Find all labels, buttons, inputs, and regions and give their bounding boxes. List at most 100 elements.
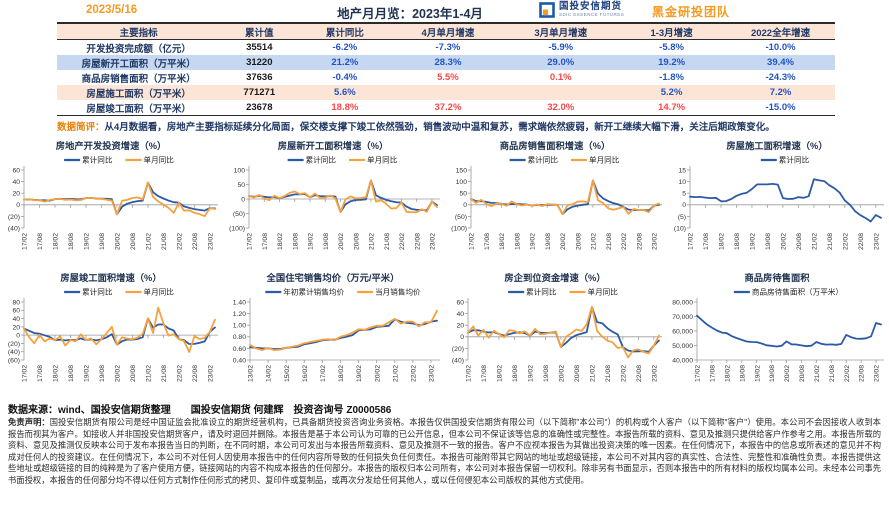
svg-text:15/02: 15/02: [284, 365, 291, 382]
svg-text:18/02: 18/02: [719, 233, 726, 250]
svg-text:0: 0: [241, 196, 245, 203]
table-cell: [504, 85, 617, 100]
chart-title: 房屋竣工面积增速（%）: [60, 273, 162, 283]
svg-text:60: 60: [12, 308, 20, 315]
svg-text:18/08: 18/08: [68, 365, 75, 382]
svg-text:40: 40: [12, 179, 20, 186]
report-date: 2023/5/16: [86, 4, 138, 16]
svg-text:年初累计销售均价: 年初累计销售均价: [283, 287, 344, 297]
table-cell: 5.5%: [437, 72, 459, 83]
svg-text:当月销售均价: 当月销售均价: [375, 287, 421, 297]
svg-text:17/08: 17/08: [481, 365, 488, 382]
chart-title: 商品房销售面积增速（%）: [499, 141, 611, 151]
logo-mark-icon: [539, 2, 555, 18]
svg-text:20/02: 20/02: [784, 365, 791, 382]
table-cell: [392, 85, 505, 100]
svg-text:40: 40: [12, 316, 20, 323]
logo-text: 国投安信期货 SDIC ESSENCE FUTURES: [559, 2, 624, 18]
svg-text:13/02: 13/02: [248, 365, 255, 382]
svg-text:23/02: 23/02: [873, 233, 880, 250]
svg-text:22/02: 22/02: [399, 233, 406, 250]
svg-text:20/02: 20/02: [781, 233, 788, 250]
column-header: 4月单月增速: [391, 22, 505, 40]
disclaimer-label: 免责声明：: [8, 417, 50, 427]
svg-text:0.40: 0.40: [233, 357, 246, 364]
svg-text:22/08: 22/08: [858, 233, 865, 250]
svg-text:22/02: 22/02: [842, 233, 849, 250]
svg-text:5: 5: [682, 191, 686, 198]
svg-text:17/08: 17/08: [262, 233, 269, 250]
svg-text:22/08: 22/08: [414, 233, 421, 250]
chart-5: 房屋竣工面积增速（%） 80 60 40 20 0 (20) (40) (60) 17/02 17/…: [0, 268, 222, 400]
table-cell: 7.2%: [769, 87, 792, 98]
column-header: 2022全年增速: [726, 22, 835, 40]
svg-text:18/02: 18/02: [53, 233, 60, 250]
svg-text:(20): (20): [8, 341, 20, 348]
svg-text:(10): (10): [674, 225, 686, 232]
svg-text:60,000: 60,000: [672, 328, 693, 335]
table-cell: 37.2%: [391, 100, 505, 116]
svg-text:18/02: 18/02: [53, 365, 60, 382]
svg-text:20/08: 20/08: [130, 365, 137, 382]
table-cell: 18.8%: [298, 100, 392, 116]
svg-text:18/08: 18/08: [734, 233, 741, 250]
table-cell: 39.4%: [767, 57, 794, 68]
svg-text:19/08: 19/08: [543, 365, 550, 382]
disclaimer: 免责声明：国投安信期货有限公司是经中国证监会批准设立的期货经营机构，已具备期货投…: [8, 417, 881, 487]
svg-text:单月同比: 单月同比: [589, 155, 620, 165]
table-cell: -5.8%: [659, 42, 684, 53]
svg-text:19/02: 19/02: [754, 365, 761, 382]
svg-text:21/02: 21/02: [392, 365, 399, 382]
svg-text:21/08: 21/08: [161, 365, 168, 382]
svg-text:0: 0: [16, 202, 20, 209]
svg-text:16/02: 16/02: [302, 365, 309, 382]
svg-text:22/02: 22/02: [621, 233, 628, 250]
svg-text:22/08: 22/08: [859, 365, 866, 382]
svg-text:累计同比: 累计同比: [82, 287, 113, 297]
column-header: 1-3月增速: [617, 22, 727, 40]
svg-text:1.00: 1.00: [233, 323, 246, 330]
svg-text:21/08: 21/08: [606, 233, 613, 250]
chart-3: 商品房销售面积增速（%） 150 100 50 0 (50) (100) 17/02 17/08…: [444, 136, 666, 268]
svg-text:19/02: 19/02: [84, 365, 91, 382]
svg-text:19/08: 19/08: [99, 365, 106, 382]
svg-text:17/02: 17/02: [695, 365, 702, 382]
svg-text:18/02: 18/02: [277, 233, 284, 250]
svg-text:18/02: 18/02: [497, 365, 504, 382]
chart-7: 房企到位资金增速（%） 60 40 20 0 (20) (40) 17/02 17/08 18/0…: [444, 268, 666, 400]
chart-title: 商品房待售面积: [744, 273, 810, 283]
table-cell: -10.0%: [765, 42, 796, 53]
table-cell: -6.2%: [332, 42, 358, 53]
svg-text:100: 100: [456, 179, 468, 186]
svg-text:17/02: 17/02: [688, 233, 695, 250]
svg-text:21/08: 21/08: [161, 233, 168, 250]
svg-text:(100): (100): [229, 225, 245, 232]
svg-text:20: 20: [456, 323, 464, 330]
svg-text:1.20: 1.20: [233, 311, 246, 318]
svg-text:0.60: 0.60: [233, 346, 246, 353]
commentary-label: 数据简评：: [57, 122, 105, 133]
svg-text:(20): (20): [452, 346, 464, 353]
table-cell: -24.3%: [765, 72, 796, 83]
chart-canvas: 100 50 0 (50) (100)17/02 17/08 18/02 18/08 19/02…: [229, 155, 440, 250]
column-header: 累计同比: [298, 22, 392, 40]
svg-text:19/02: 19/02: [528, 365, 535, 382]
svg-text:21/08: 21/08: [827, 233, 834, 250]
chart-2: 房屋新开工面积增速（%） 100 50 0 (50) (100) 17/02 17/08 18/…: [222, 136, 444, 268]
table-cell: 5.6%: [334, 87, 356, 98]
svg-text:22/02: 22/02: [410, 365, 417, 382]
chart-canvas: 60 40 20 0 (20) (40)17/02 17/08 18/02 18/08 19/02…: [8, 155, 218, 250]
svg-text:单月同比: 单月同比: [367, 155, 398, 165]
svg-text:22/08: 22/08: [636, 365, 643, 382]
svg-text:20/02: 20/02: [338, 233, 345, 250]
svg-text:19/02: 19/02: [308, 233, 315, 250]
svg-text:23/02: 23/02: [874, 365, 881, 382]
chart-6: 全国住宅销售均价（万元/平米） 1.40 1.20 1.00 0.80 0.60 0.40 1…: [222, 268, 444, 400]
table-cell: 0.1%: [549, 72, 572, 83]
page-title: 地产月月览：2023年1-4月: [337, 7, 483, 21]
commentary-text: 从4月数据看，房地产主要指标延续分化局面，保交楼支撑下竣工依然强劲，销售波动中温…: [104, 122, 775, 133]
table-cell: 37636: [246, 72, 273, 83]
svg-text:18/02: 18/02: [499, 233, 506, 250]
chart-canvas: 60 40 20 0 (20) (40)17/02 17/08 18/02 18/08 19/02…: [452, 287, 662, 382]
